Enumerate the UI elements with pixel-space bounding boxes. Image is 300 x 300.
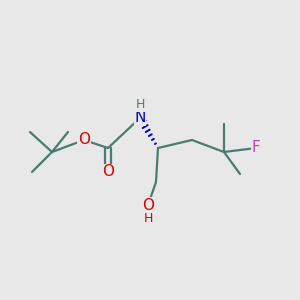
Text: H: H [143, 212, 153, 224]
Text: O: O [102, 164, 114, 179]
Text: N: N [134, 110, 146, 125]
Text: H: H [135, 98, 145, 112]
Text: F: F [252, 140, 260, 155]
Text: O: O [142, 197, 154, 212]
Text: O: O [78, 133, 90, 148]
